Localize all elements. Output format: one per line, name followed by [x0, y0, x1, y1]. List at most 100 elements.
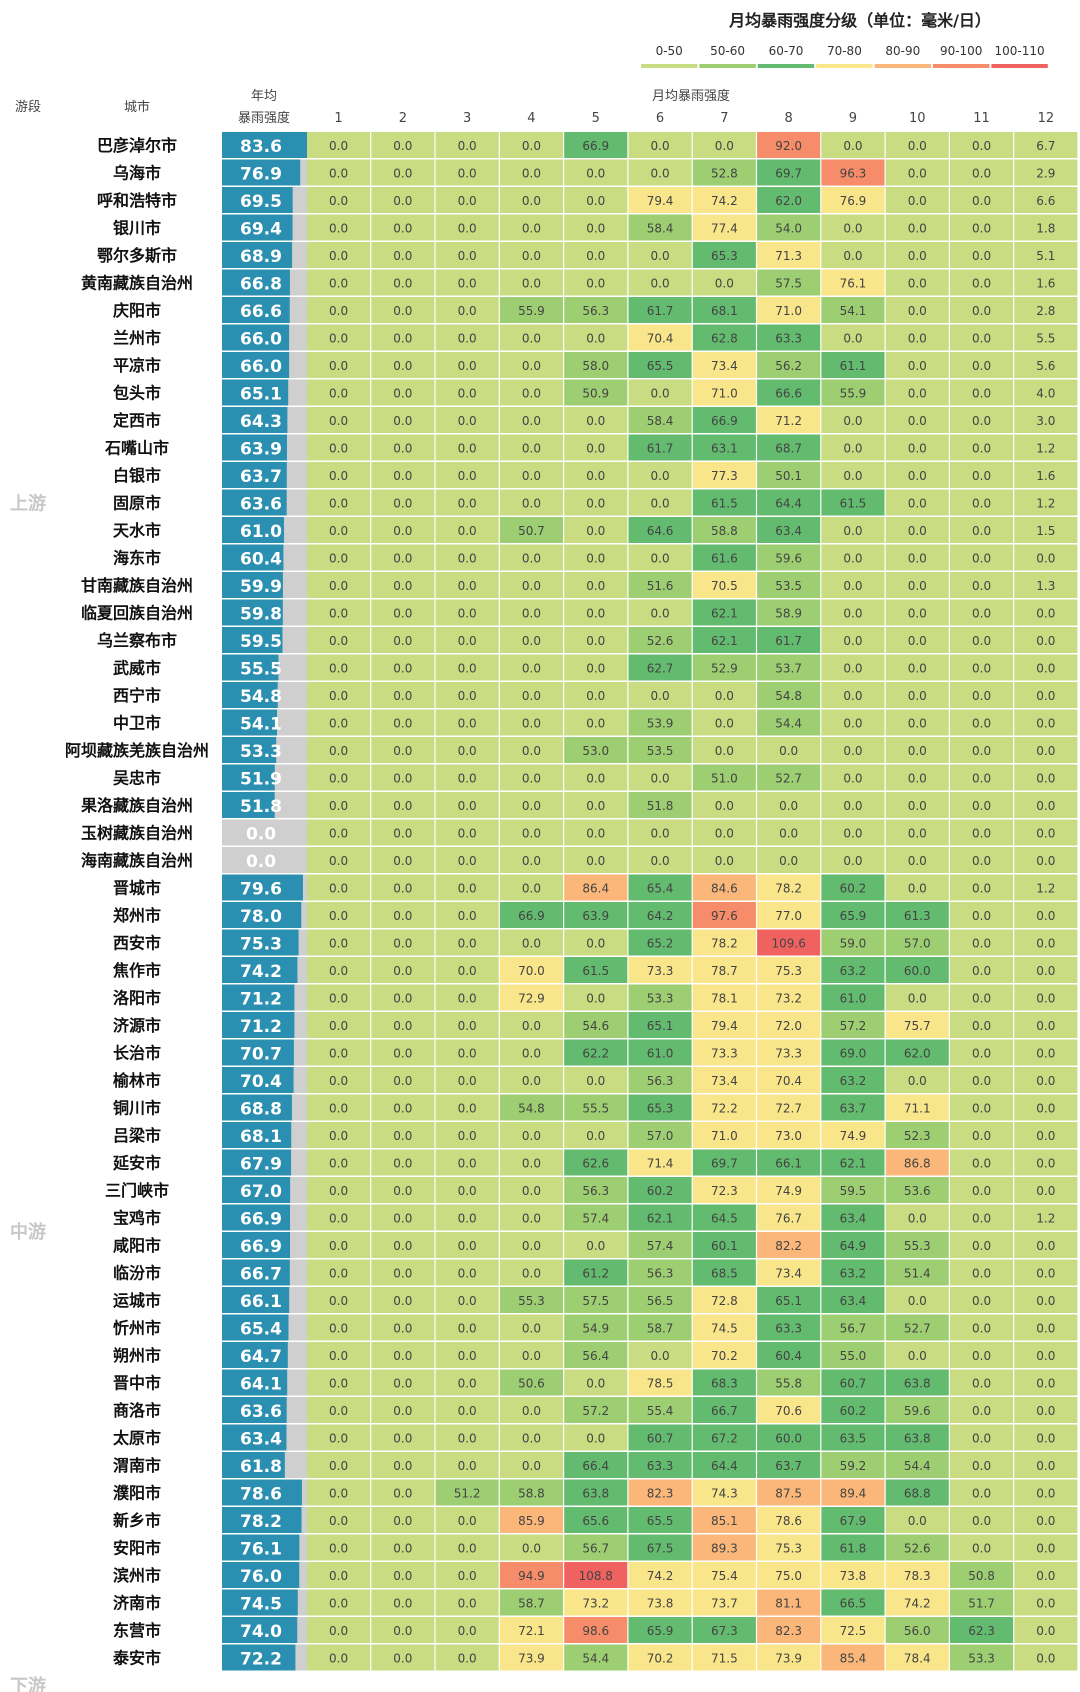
cell-value: 0.0 — [393, 1047, 412, 1061]
city-label: 渭南市 — [113, 1456, 161, 1475]
heatmap-cell — [885, 407, 949, 433]
cell-value: 0.0 — [972, 277, 991, 291]
heatmap-cell — [692, 544, 756, 571]
cell-value: 1.3 — [1036, 579, 1055, 593]
cell-value: 64.5 — [711, 1212, 738, 1226]
cell-value: 0.0 — [1036, 1157, 1055, 1171]
cell-value: 61.5 — [840, 497, 867, 511]
cell-value: 0.0 — [972, 469, 991, 483]
heatmap-cell — [950, 654, 1014, 681]
heatmap-cell — [564, 929, 628, 956]
cell-value: 0.0 — [393, 1157, 412, 1171]
cell-value: 0.0 — [908, 332, 927, 346]
cell-value: 0.0 — [908, 744, 927, 758]
cell-value: 0.0 — [458, 1239, 477, 1253]
heatmap-cell — [371, 214, 435, 241]
table-row: 安阳市 76.1 0.0 0.0 0.0 0.0 56.7 67.5 89.3 75.3 61.8 5… — [113, 1534, 1078, 1561]
cell-value: 70.5 — [711, 579, 738, 593]
heatmap-cell — [435, 627, 499, 653]
cell-value: 0.0 — [1036, 744, 1055, 758]
cell-value: 0.0 — [972, 1212, 991, 1226]
heatmap-cell — [628, 792, 692, 818]
cell-value: 0.0 — [972, 827, 991, 841]
cell-value: 0.0 — [393, 1074, 412, 1088]
cell-value: 0.0 — [522, 1129, 541, 1143]
city-label: 宝鸡市 — [113, 1209, 161, 1228]
annual-bar — [222, 517, 285, 543]
annual-value: 63.4 — [240, 1430, 282, 1450]
heatmap-cell — [821, 819, 885, 846]
cell-value: 55.9 — [518, 304, 545, 318]
heatmap-cell — [307, 572, 371, 598]
heatmap-cell — [307, 1617, 371, 1643]
cell-value: 58.4 — [647, 414, 674, 428]
heatmap-cell — [628, 572, 692, 598]
cell-value: 0.0 — [586, 607, 605, 621]
cell-value: 0.0 — [393, 1267, 412, 1281]
cell-value: 0.0 — [329, 1239, 348, 1253]
heatmap-cell — [371, 462, 435, 488]
heatmap-cell — [1014, 517, 1078, 543]
heatmap-cell — [950, 572, 1014, 598]
cell-value: 0.0 — [393, 194, 412, 208]
heatmap-cell — [564, 709, 628, 736]
cell-value: 61.6 — [711, 552, 738, 566]
cell-value: 0.0 — [586, 937, 605, 951]
legend-label: 70-80 — [827, 44, 862, 58]
city-label: 临夏回族自治州 — [81, 604, 193, 623]
legend-swatch — [874, 64, 931, 68]
cell-value: 0.0 — [329, 1019, 348, 1033]
heatmap-cell — [371, 1039, 435, 1066]
annual-value: 54.1 — [240, 715, 282, 735]
heatmap-cell — [1014, 1094, 1078, 1121]
heatmap-cell — [885, 187, 949, 213]
heatmap-cell — [435, 572, 499, 598]
annual-value: 71.2 — [240, 990, 282, 1010]
annual-bar — [222, 929, 299, 956]
city-label: 忻州市 — [113, 1319, 161, 1338]
annual-bar — [222, 489, 287, 516]
heatmap-cell — [628, 434, 692, 461]
heatmap-cell — [757, 1287, 821, 1313]
heatmap-cell — [371, 1562, 435, 1588]
cell-value: 1.2 — [1036, 882, 1055, 896]
heatmap-cell — [950, 1094, 1014, 1121]
cell-value: 0.0 — [586, 414, 605, 428]
annual-bar — [222, 159, 301, 186]
heatmap-cell — [950, 379, 1014, 406]
cell-value: 0.0 — [522, 1404, 541, 1418]
heatmap-cell — [564, 874, 628, 901]
table-row: 濮阳市 78.6 0.0 0.0 51.2 58.8 63.8 82.3 74.3 87.5 89.… — [113, 1479, 1078, 1506]
cell-value: 0.0 — [329, 222, 348, 236]
heatmap-cell — [499, 242, 563, 268]
heatmap-cell — [1014, 1644, 1078, 1671]
annual-value: 68.8 — [240, 1100, 282, 1120]
cell-value: 0.0 — [908, 634, 927, 648]
heatmap-cell — [1014, 1562, 1078, 1588]
cell-value: 0.0 — [329, 689, 348, 703]
heatmap-cell — [885, 984, 949, 1011]
heatmap-cell — [499, 764, 563, 791]
heatmap-cell — [435, 1287, 499, 1313]
cell-value: 0.0 — [586, 277, 605, 291]
cell-value: 57.2 — [582, 1404, 609, 1418]
heatmap-cell — [628, 1507, 692, 1533]
cell-value: 57.5 — [582, 1294, 609, 1308]
cell-value: 0.0 — [1036, 1624, 1055, 1638]
heatmap-cell — [628, 1452, 692, 1478]
heatmap-cell — [1014, 1149, 1078, 1176]
heatmap-cell — [564, 1259, 628, 1286]
heatmap-cell — [564, 1314, 628, 1341]
heatmap-cell — [628, 462, 692, 488]
cell-value: 0.0 — [1036, 662, 1055, 676]
heatmap-cell — [371, 737, 435, 763]
annual-value: 79.6 — [240, 880, 282, 900]
cell-value: 86.4 — [582, 882, 609, 896]
cell-value: 59.0 — [840, 937, 867, 951]
table-row: 武威市 55.5 0.0 0.0 0.0 0.0 0.0 62.7 52.9 53.7 0.0 0.0… — [113, 654, 1078, 681]
cell-value: 0.0 — [1036, 1404, 1055, 1418]
heatmap-cell — [435, 434, 499, 461]
heatmap-cell — [950, 1314, 1014, 1341]
heatmap-cell — [821, 462, 885, 488]
heatmap-cell — [564, 434, 628, 461]
